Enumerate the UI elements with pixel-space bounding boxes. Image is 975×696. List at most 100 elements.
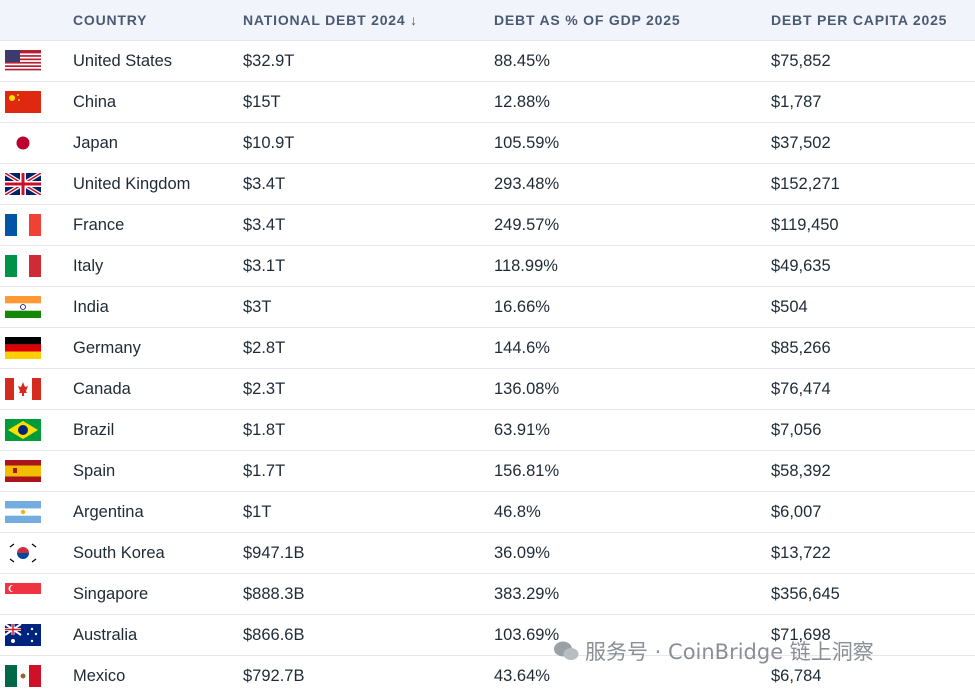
country-cell: Brazil <box>73 410 243 451</box>
debt-per-capita-cell: $76,474 <box>771 369 975 410</box>
header-cell: COUNTRY <box>73 0 243 41</box>
country-cell: Germany <box>73 328 243 369</box>
debt-per-capita-cell: $58,392 <box>771 451 975 492</box>
national-debt-cell: $1.8T <box>243 410 494 451</box>
debt-gdp-cell: 46.8% <box>494 492 771 533</box>
flag <box>5 214 41 236</box>
debt-per-capita-cell: $75,852 <box>771 41 975 82</box>
country-cell: France <box>73 205 243 246</box>
debt-gdp-cell: 144.6% <box>494 328 771 369</box>
country-cell: Mexico <box>73 656 243 696</box>
debt-gdp-cell: 383.29% <box>494 574 771 615</box>
debt-per-capita-cell: $49,635 <box>771 246 975 287</box>
national-debt-cell: $15T <box>243 82 494 123</box>
flag <box>5 501 41 523</box>
debt-gdp-cell: 136.08% <box>494 369 771 410</box>
national-debt-cell: $3.1T <box>243 246 494 287</box>
country-cell: Australia <box>73 615 243 656</box>
debt-per-capita-cell: $152,271 <box>771 164 975 205</box>
country-cell: United Kingdom <box>73 164 243 205</box>
debt-gdp-cell: 293.48% <box>494 164 771 205</box>
debt-gdp-cell: 88.45% <box>494 41 771 82</box>
national-debt-cell: $1.7T <box>243 451 494 492</box>
debt-per-capita-cell: $85,266 <box>771 328 975 369</box>
wechat-icon <box>553 640 579 662</box>
watermark: 服务号 · CoinBridge 链上洞察 <box>553 636 874 666</box>
flag <box>5 583 41 605</box>
debt-gdp-cell: 12.88% <box>494 82 771 123</box>
debt-per-capita-cell: $13,722 <box>771 533 975 574</box>
header-cell[interactable]: NATIONAL DEBT 2024 ↓ <box>243 0 494 41</box>
flag <box>5 255 41 277</box>
debt-gdp-cell: 156.81% <box>494 451 771 492</box>
country-cell: South Korea <box>73 533 243 574</box>
debt-gdp-cell: 36.09% <box>494 533 771 574</box>
country-cell: Italy <box>73 246 243 287</box>
watermark-text: 服务号 · CoinBridge 链上洞察 <box>585 636 874 666</box>
national-debt-cell: $3T <box>243 287 494 328</box>
country-cell: United States <box>73 41 243 82</box>
national-debt-cell: $10.9T <box>243 123 494 164</box>
flag <box>5 542 41 564</box>
header-cell[interactable]: DEBT AS % OF GDP 2025 <box>494 0 771 41</box>
header-cell[interactable]: DEBT PER CAPITA 2025 <box>771 0 975 41</box>
flag <box>5 460 41 482</box>
flag <box>5 665 41 687</box>
flag <box>5 50 41 72</box>
flag <box>5 419 41 441</box>
national-debt-cell: $888.3B <box>243 574 494 615</box>
national-debt-cell: $3.4T <box>243 205 494 246</box>
flag <box>5 173 41 195</box>
debt-per-capita-cell: $1,787 <box>771 82 975 123</box>
debt-per-capita-cell: $6,007 <box>771 492 975 533</box>
flag <box>5 132 41 154</box>
header-row: COUNTRY NATIONAL DEBT 2024 ↓ DEBT AS % O… <box>0 0 975 41</box>
national-debt-cell: $1T <box>243 492 494 533</box>
national-debt-cell: $866.6B <box>243 615 494 656</box>
country-cell: Canada <box>73 369 243 410</box>
national-debt-cell: $3.4T <box>243 164 494 205</box>
debt-gdp-cell: 63.91% <box>494 410 771 451</box>
country-cell: Argentina <box>73 492 243 533</box>
flag <box>5 624 41 646</box>
national-debt-cell: $792.7B <box>243 656 494 696</box>
debt-per-capita-cell: $7,056 <box>771 410 975 451</box>
debt-gdp-cell: 118.99% <box>494 246 771 287</box>
debt-per-capita-cell: $504 <box>771 287 975 328</box>
country-cell: Japan <box>73 123 243 164</box>
country-cell: Singapore <box>73 574 243 615</box>
flag <box>5 91 41 113</box>
national-debt-cell: $2.3T <box>243 369 494 410</box>
country-cell: India <box>73 287 243 328</box>
flag <box>5 337 41 359</box>
debt-gdp-cell: 16.66% <box>494 287 771 328</box>
country-cell: China <box>73 82 243 123</box>
debt-gdp-cell: 105.59% <box>494 123 771 164</box>
national-debt-cell: $2.8T <box>243 328 494 369</box>
debt-per-capita-cell: $356,645 <box>771 574 975 615</box>
debt-per-capita-cell: $37,502 <box>771 123 975 164</box>
debt-per-capita-cell: $119,450 <box>771 205 975 246</box>
national-debt-cell: $32.9T <box>243 41 494 82</box>
flag <box>5 296 41 318</box>
flag <box>5 378 41 400</box>
country-cell: Spain <box>73 451 243 492</box>
debt-gdp-cell: 249.57% <box>494 205 771 246</box>
